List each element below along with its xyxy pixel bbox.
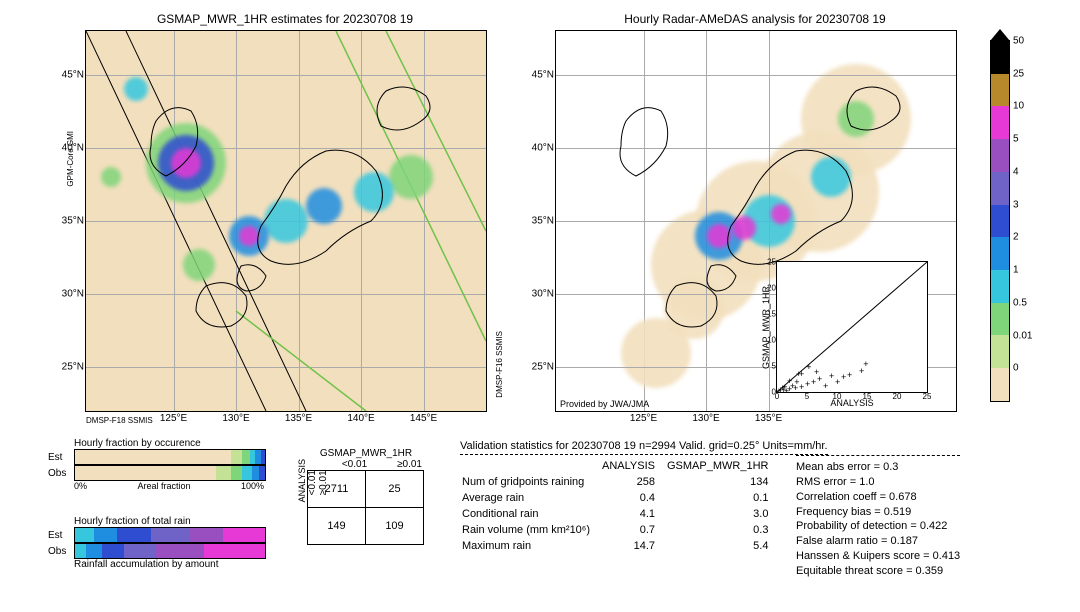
cell: 0.7 bbox=[602, 523, 665, 537]
cell: 3.0 bbox=[667, 507, 778, 521]
stacked-bar bbox=[74, 465, 266, 481]
colorbar-label: 0.5 bbox=[1013, 297, 1027, 308]
sat-label: GPM-Core GMI bbox=[66, 131, 75, 187]
sat-label: DMSP-F16 SSMIS bbox=[495, 331, 504, 398]
stat-line: RMS error = 1.0 bbox=[796, 475, 960, 490]
bar-label: Est bbox=[48, 530, 74, 541]
lon-tick: 135°E bbox=[285, 411, 312, 424]
lat-tick: 25°N bbox=[532, 362, 556, 373]
colorbar-label: 3 bbox=[1013, 199, 1019, 210]
cell: 0.1 bbox=[667, 491, 778, 505]
colorbar-label: 5 bbox=[1013, 134, 1019, 145]
statistics-list: Mean abs error = 0.3RMS error = 1.0Corre… bbox=[796, 455, 960, 579]
lon-tick: 125°E bbox=[630, 411, 657, 424]
right-map: 125°E130°E135°E25°N30°N35°N40°N45°NProvi… bbox=[555, 30, 957, 412]
left-map: 125°E130°E135°E140°E145°E25°N30°N35°N40°… bbox=[85, 30, 487, 412]
lat-tick: 30°N bbox=[532, 289, 556, 300]
colorbar-label: 1 bbox=[1013, 265, 1019, 276]
stat-line: Probability of detection = 0.422 bbox=[796, 519, 960, 534]
lon-tick: 130°E bbox=[692, 411, 719, 424]
colorbar-label: 2 bbox=[1013, 232, 1019, 243]
row-label: Average rain bbox=[462, 491, 600, 505]
colorbar-segment bbox=[991, 172, 1009, 205]
colorbar-label: 4 bbox=[1013, 166, 1019, 177]
colorbar-label: 50 bbox=[1013, 36, 1024, 47]
colorbar-segment bbox=[991, 106, 1009, 139]
colorbar: 502510543210.50.010 bbox=[990, 40, 1010, 402]
fraction-total-rain: Hourly fraction of total rainEstObsRainf… bbox=[48, 516, 266, 570]
cell: 14.7 bbox=[602, 539, 665, 553]
stat-line: Mean abs error = 0.3 bbox=[796, 460, 960, 475]
stacked-bar bbox=[74, 543, 266, 559]
lon-tick: 145°E bbox=[410, 411, 437, 424]
cell: 258 bbox=[602, 475, 665, 489]
cell: 4.1 bbox=[602, 507, 665, 521]
cell: 5.4 bbox=[667, 539, 778, 553]
col-header: ANALYSIS bbox=[602, 459, 665, 473]
row-label: Conditional rain bbox=[462, 507, 600, 521]
colorbar-segment bbox=[991, 237, 1009, 270]
cell: 134 bbox=[667, 475, 778, 489]
colorbar-segment bbox=[991, 270, 1009, 303]
colorbar-segment bbox=[991, 139, 1009, 172]
bar-label: Obs bbox=[48, 468, 74, 479]
contingency-table: GSMAP_MWR_1HRANALYSIS<0.01≥0.01<0.01≥0.0… bbox=[295, 448, 437, 502]
contingency-cell: 25 bbox=[366, 471, 424, 508]
lat-tick: 30°N bbox=[62, 289, 86, 300]
right-map-title: Hourly Radar-AMeDAS analysis for 2023070… bbox=[555, 12, 955, 26]
bar-label: Obs bbox=[48, 546, 74, 557]
bars-title: Hourly fraction by occurence bbox=[74, 438, 266, 449]
lon-tick: 130°E bbox=[222, 411, 249, 424]
row-label: Num of gridpoints raining bbox=[462, 475, 600, 489]
lat-tick: 45°N bbox=[62, 69, 86, 80]
lat-tick: 25°N bbox=[62, 362, 86, 373]
stat-line: Correlation coeff = 0.678 bbox=[796, 490, 960, 505]
colorbar-segment bbox=[991, 41, 1009, 74]
colorbar-label: 10 bbox=[1013, 101, 1024, 112]
lon-tick: 125°E bbox=[160, 411, 187, 424]
lat-tick: 35°N bbox=[532, 216, 556, 227]
colorbar-segment bbox=[991, 303, 1009, 336]
contingency-side-label: ANALYSIS bbox=[295, 459, 307, 502]
stat-line: Frequency bias = 0.519 bbox=[796, 505, 960, 520]
validation-title: Validation statistics for 20230708 19 n=… bbox=[460, 440, 828, 455]
stat-line: Hanssen & Kuipers score = 0.413 bbox=[796, 549, 960, 564]
lat-tick: 40°N bbox=[532, 142, 556, 153]
stacked-bar bbox=[74, 527, 266, 543]
colorbar-label: 0 bbox=[1013, 363, 1019, 374]
left-map-title: GSMAP_MWR_1HR estimates for 20230708 19 bbox=[85, 12, 485, 26]
colorbar-segment bbox=[991, 368, 1009, 401]
cell: 0.4 bbox=[602, 491, 665, 505]
stacked-bar bbox=[74, 449, 266, 465]
sat-label: DMSP-F18 SSMIS bbox=[86, 416, 153, 425]
bars-title: Hourly fraction of total rain bbox=[74, 516, 266, 527]
contingency-cell: 109 bbox=[366, 508, 424, 545]
colorbar-segment bbox=[991, 74, 1009, 107]
contingency-title: GSMAP_MWR_1HR bbox=[295, 448, 437, 459]
colorbar-segment bbox=[991, 335, 1009, 368]
contingency-cell: 2711 bbox=[308, 471, 366, 508]
stat-line: Equitable threat score = 0.359 bbox=[796, 564, 960, 579]
colorbar-label: 0.01 bbox=[1013, 330, 1032, 341]
contingency-cell: 149 bbox=[308, 508, 366, 545]
validation-table: Validation statistics for 20230708 19 n=… bbox=[460, 440, 828, 555]
bar-label: Est bbox=[48, 452, 74, 463]
lat-tick: 45°N bbox=[532, 69, 556, 80]
colorbar-label: 25 bbox=[1013, 68, 1024, 79]
lon-tick: 135°E bbox=[755, 411, 782, 424]
fraction-occurrence: Hourly fraction by occurenceEstObs0%Area… bbox=[48, 438, 266, 491]
row-label: Rain volume (mm km²10⁶) bbox=[462, 523, 600, 537]
lon-tick: 140°E bbox=[347, 411, 374, 424]
colorbar-segment bbox=[991, 205, 1009, 238]
cell: 0.3 bbox=[667, 523, 778, 537]
lat-tick: 35°N bbox=[62, 216, 86, 227]
col-header: GSMAP_MWR_1HR bbox=[667, 459, 778, 473]
row-label: Maximum rain bbox=[462, 539, 600, 553]
stat-line: False alarm ratio = 0.187 bbox=[796, 534, 960, 549]
